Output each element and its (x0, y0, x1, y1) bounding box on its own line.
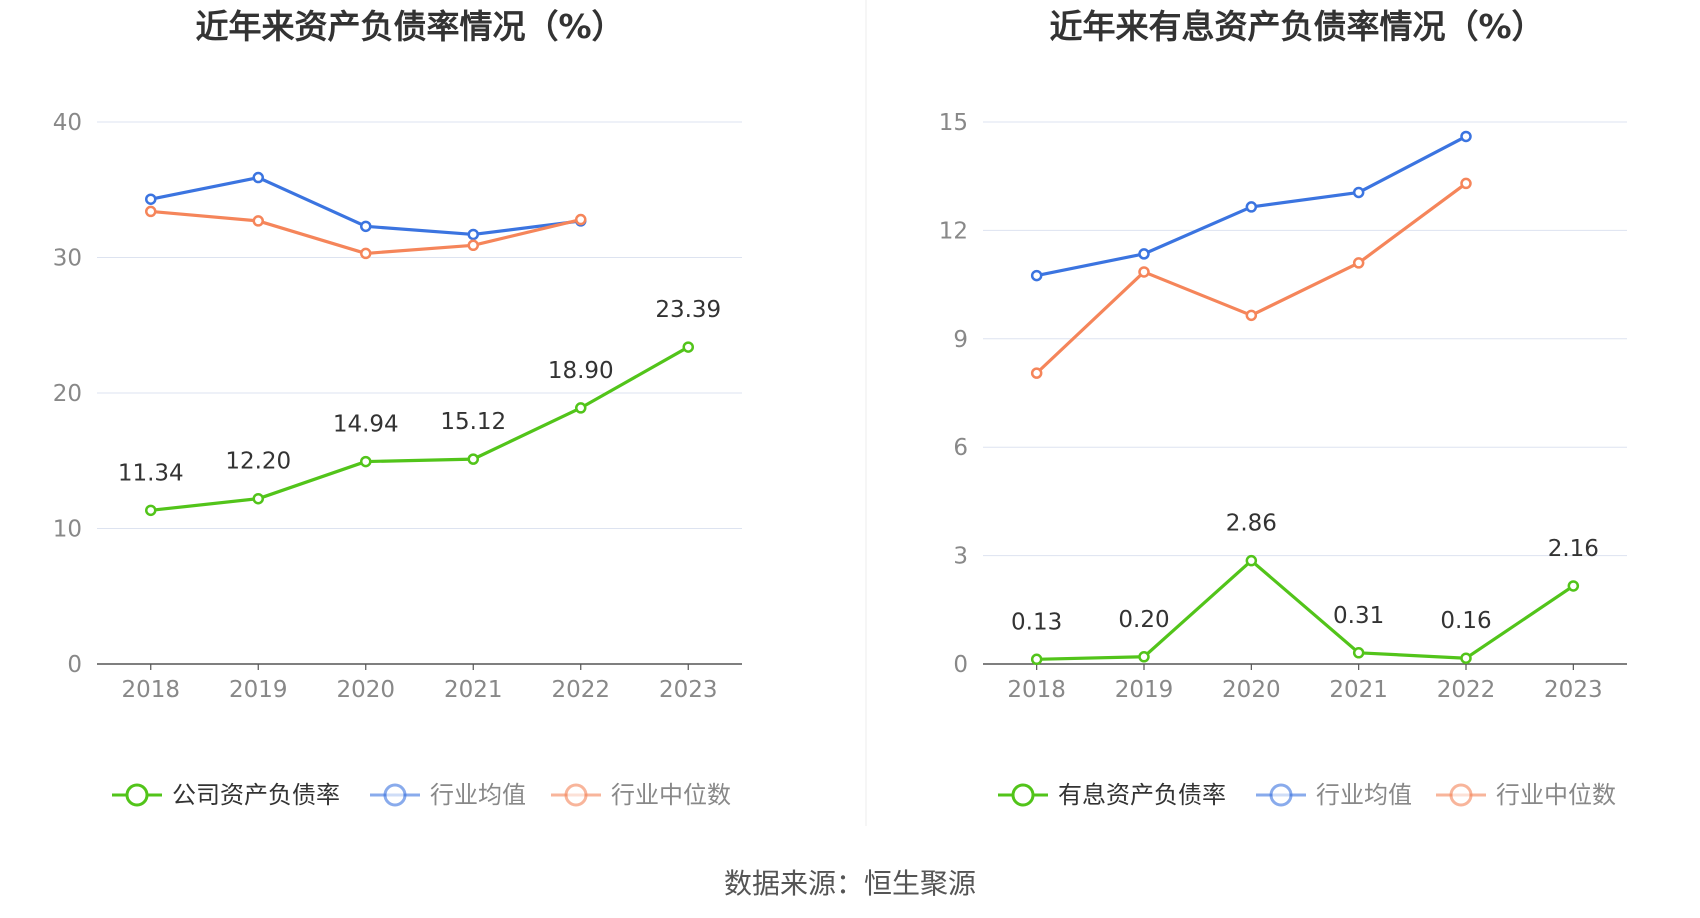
legend-label: 行业均值 (430, 781, 526, 809)
y-tick-label: 0 (953, 652, 968, 678)
data-point (1138, 651, 1150, 663)
legend-label: 公司资产负债率 (172, 781, 340, 809)
legend-marker (125, 783, 149, 807)
legend-label: 行业中位数 (611, 781, 731, 809)
x-tick-label: 2018 (1007, 677, 1066, 703)
data-point (575, 402, 587, 414)
data-point (1567, 580, 1580, 592)
legend-marker (1269, 783, 1293, 807)
data-label: 11.34 (118, 460, 184, 486)
data-point (1352, 647, 1365, 659)
y-tick-label: 10 (53, 517, 82, 543)
legend-marker (564, 783, 588, 807)
data-point (252, 171, 264, 184)
data-point (1460, 652, 1472, 664)
data-point (1030, 367, 1043, 379)
data-point (1352, 186, 1365, 199)
x-tick-label: 2022 (1437, 677, 1496, 703)
chart-title: 近年来有息资产负债率情况（%） (1049, 7, 1544, 46)
data-label: 0.20 (1118, 607, 1169, 633)
data-label: 14.94 (333, 412, 399, 438)
y-tick-label: 40 (53, 110, 82, 136)
data-point (1352, 257, 1365, 269)
legend-marker (383, 783, 407, 807)
data-point (145, 504, 157, 517)
data-label: 12.20 (225, 449, 291, 475)
x-tick-label: 2019 (229, 677, 288, 703)
data-label: 2.16 (1548, 536, 1599, 562)
data-point (1460, 177, 1472, 190)
series-line-3 (150, 209, 582, 256)
data-point (1138, 248, 1150, 260)
x-tick-label: 2018 (121, 677, 180, 703)
legend-item: 有息资产负债率 (998, 781, 1226, 809)
y-tick-label: 12 (939, 218, 968, 244)
legend-item: 行业均值 (370, 781, 526, 809)
legend-marker (1011, 783, 1035, 807)
data-point (360, 455, 372, 468)
data-label: 0.13 (1011, 609, 1062, 635)
series-line-1 (150, 345, 690, 512)
data-point (1030, 653, 1043, 666)
y-tick-label: 20 (53, 381, 82, 407)
data-point (1460, 130, 1472, 143)
chart-title: 近年来资产负债率情况（%） (195, 7, 624, 46)
data-label: 23.39 (655, 297, 721, 323)
data-point (467, 453, 479, 465)
legend-marker (1449, 783, 1473, 807)
data-label: 18.90 (548, 358, 614, 384)
legend-item: 行业均值 (1256, 781, 1412, 809)
legend-label: 行业中位数 (1496, 781, 1616, 809)
x-tick-label: 2023 (1544, 677, 1603, 703)
legend-label: 行业均值 (1316, 781, 1412, 809)
data-label: 2.86 (1226, 511, 1277, 537)
legend-item: 公司资产负债率 (112, 781, 340, 809)
data-point (467, 228, 479, 241)
y-tick-label: 6 (953, 435, 968, 461)
x-tick-label: 2023 (659, 677, 718, 703)
data-label: 0.31 (1333, 603, 1384, 629)
x-tick-label: 2020 (336, 677, 395, 703)
x-tick-label: 2020 (1222, 677, 1281, 703)
data-point (360, 220, 372, 233)
data-point (360, 247, 372, 260)
y-tick-label: 30 (53, 246, 82, 272)
data-point (1030, 269, 1043, 282)
data-point (252, 215, 264, 227)
data-point (1245, 554, 1258, 567)
data-point (682, 341, 694, 353)
data-point (575, 213, 587, 226)
data-point (1245, 309, 1258, 322)
data-source: 数据来源：恒生聚源 (723, 867, 976, 900)
data-point (145, 193, 157, 205)
y-tick-label: 9 (953, 327, 968, 353)
data-point (1245, 201, 1258, 213)
chart-panel-1: 近年来资产负债率情况（%） 0 10 20 30 40 2018 2019 2020 2021 20… (53, 7, 742, 809)
legend-label: 有息资产负债率 (1058, 781, 1226, 809)
data-point (1138, 266, 1150, 278)
legend-item: 行业中位数 (1436, 781, 1616, 809)
legend-item: 行业中位数 (551, 781, 731, 809)
data-point (252, 492, 264, 505)
data-point (467, 239, 479, 252)
series-line-1 (1036, 559, 1575, 661)
x-tick-label: 2019 (1115, 677, 1174, 703)
data-label: 0.16 (1440, 608, 1491, 634)
chart-panel-2: 近年来有息资产负债率情况（%） 0 3 6 9 12 15 2018 2019 2020 2021 2… (939, 7, 1627, 809)
data-label: 15.12 (440, 409, 506, 435)
y-tick-label: 15 (939, 110, 968, 136)
data-point (145, 205, 157, 218)
x-tick-label: 2021 (444, 677, 503, 703)
y-tick-label: 0 (67, 652, 82, 678)
x-tick-label: 2022 (551, 677, 610, 703)
y-tick-label: 3 (953, 544, 968, 570)
x-tick-label: 2021 (1329, 677, 1388, 703)
